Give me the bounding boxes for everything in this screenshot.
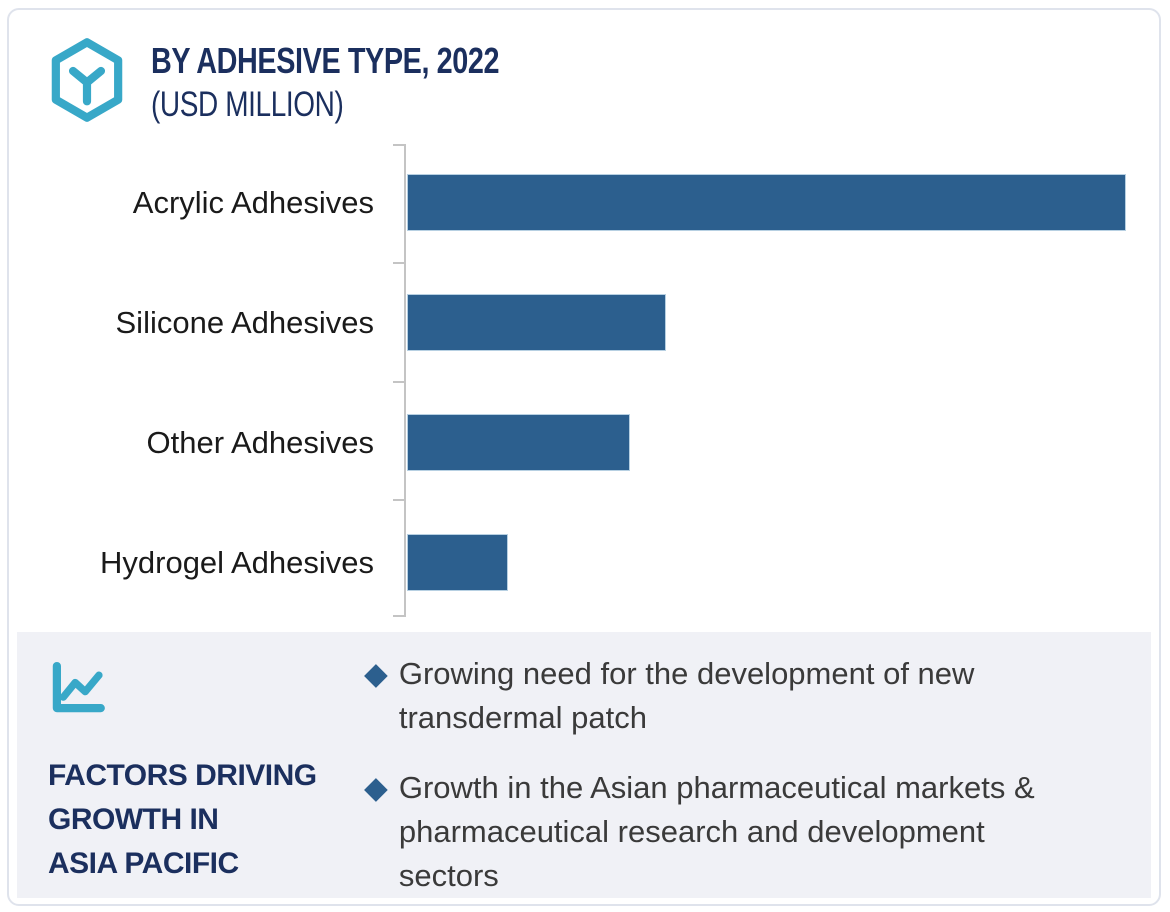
axis-tick (393, 262, 404, 264)
axis-tick (393, 381, 404, 383)
infographic-card: BY ADHESIVE TYPE, 2022 (USD MILLION) Acr… (7, 8, 1161, 906)
list-item: ◆ Growing need for the development of ne… (364, 652, 1039, 740)
plot-area (393, 144, 1128, 617)
category-label: Acrylic Adhesives (132, 185, 374, 220)
axis-tick (393, 615, 404, 617)
bar-hydrogel-adhesives (407, 534, 508, 591)
factors-panel: FACTORS DRIVING GROWTH IN ASIA PACIFIC ◆… (17, 632, 1151, 898)
bar-acrylic-adhesives (407, 174, 1126, 231)
line-chart-icon (45, 656, 109, 725)
factor-text: Growing need for the development of new … (398, 656, 975, 735)
panel-heading: FACTORS DRIVING GROWTH IN ASIA PACIFIC (48, 759, 317, 880)
bar-other-adhesives (407, 414, 630, 471)
list-item: ◆ Growth in the Asian pharmaceutical mar… (364, 766, 1039, 898)
axis-tick (393, 499, 404, 501)
category-label: Silicone Adhesives (115, 305, 375, 340)
factor-text: Growth in the Asian pharmaceutical marke… (398, 770, 1035, 893)
hexagon-box-icon (46, 37, 128, 128)
category-label: Hydrogel Adhesives (100, 545, 374, 580)
category-label: Other Adhesives (146, 425, 374, 460)
factors-list: ◆ Growing need for the development of ne… (364, 652, 1039, 904)
bar-silicone-adhesives (407, 294, 666, 351)
axis-tick (393, 144, 404, 146)
diamond-bullet-icon: ◆ (364, 770, 388, 806)
chart-title: BY ADHESIVE TYPE, 2022 (151, 40, 500, 81)
chart-subtitle: (USD MILLION) (151, 85, 344, 124)
chart-header: BY ADHESIVE TYPE, 2022 (USD MILLION) (151, 40, 586, 125)
diamond-bullet-icon: ◆ (364, 656, 388, 692)
